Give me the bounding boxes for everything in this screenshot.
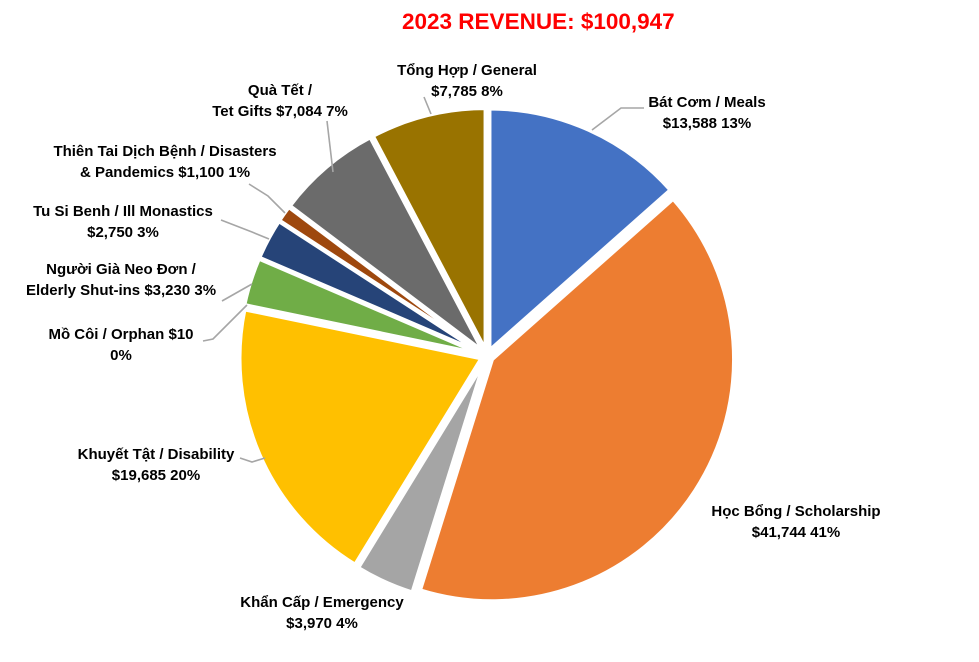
- slice-label-disasters: Thiên Tai Dịch Bệnh / Disasters & Pandemi…: [53, 141, 276, 183]
- leader-line-monastics: [220, 219, 270, 240]
- slice-label-tet: Quà Tết / Tet Gifts $7,084 7%: [212, 80, 348, 122]
- slice-label-meals-line1: Bát Cơm / Meals: [648, 94, 766, 111]
- leader-line-disability: [239, 457, 266, 463]
- slice-label-emergency-line2: $3,970 4%: [286, 615, 358, 632]
- slice-label-elderly-line2: Elderly Shut-ins $3,230 3%: [25, 282, 217, 299]
- slice-label-scholarship-line2: $41,744 41%: [751, 524, 841, 541]
- slice-label-disability-line1: Khuyết Tật / Disability: [77, 446, 235, 463]
- slice-label-scholarship: Học Bổng / Scholarship $41,744 41%: [711, 501, 880, 543]
- leader-line-tet: [326, 120, 334, 173]
- slice-label-orphan-line1: Mồ Côi / Orphan $10: [48, 326, 194, 343]
- pie-slice-disability: [237, 307, 484, 567]
- slice-label-emergency: Khẩn Cấp / Emergency $3,970 4%: [240, 592, 403, 634]
- slice-label-general-line2: $7,785 8%: [431, 83, 503, 100]
- slice-label-general: Tổng Hợp / General $7,785 8%: [397, 60, 537, 102]
- slice-label-disasters-line1: Thiên Tai Dịch Bệnh / Disasters: [53, 143, 277, 160]
- leader-line-general: [423, 96, 432, 115]
- slice-label-elderly-line1: Người Già Neo Đơn /: [46, 261, 196, 278]
- leader-line-orphan: [202, 304, 248, 342]
- slice-label-meals: Bát Cơm / Meals $13,588 13%: [648, 92, 765, 134]
- slice-label-monastics-line2: $2,750 3%: [87, 224, 159, 241]
- slice-label-tet-line2: Tet Gifts $7,084 7%: [212, 103, 348, 120]
- pie-slice-tet: [287, 135, 486, 354]
- slice-label-elderly: Người Già Neo Đơn / Elderly Shut-ins $3,2…: [26, 259, 216, 301]
- slice-label-scholarship-line1: Học Bổng / Scholarship: [711, 503, 881, 520]
- slice-label-monastics: Tu Si Benh / Ill Monastics $2,750 3%: [33, 201, 213, 243]
- pie-slice-emergency: [356, 359, 487, 595]
- leader-line-disasters: [248, 183, 286, 214]
- slice-label-general-line1: Tổng Hợp / General: [397, 62, 537, 79]
- slice-label-orphan-line2: 0%: [110, 347, 132, 364]
- leader-line-elderly: [221, 283, 253, 302]
- slice-label-meals-line2: $13,588 13%: [662, 115, 752, 132]
- slice-label-monastics-line1: Tu Si Benh / Ill Monastics: [33, 203, 213, 220]
- chart-title: 2023 REVENUE: $100,947: [402, 9, 675, 34]
- slice-label-orphan: Mồ Côi / Orphan $10 0%: [48, 324, 193, 366]
- slice-label-disability: Khuyết Tật / Disability $19,685 20%: [78, 444, 235, 486]
- pie-slice-meals: [487, 106, 673, 353]
- slice-label-disasters-line2: & Pandemics $1,100 1%: [79, 164, 251, 181]
- pie-slice-scholarship: [417, 196, 737, 604]
- leader-line-meals: [591, 107, 644, 131]
- pie-slice-general: [370, 106, 488, 353]
- slice-label-disability-line2: $19,685 20%: [111, 467, 201, 484]
- slice-label-tet-line1: Quà Tết /: [247, 82, 313, 99]
- slice-label-emergency-line1: Khẩn Cấp / Emergency: [240, 594, 404, 611]
